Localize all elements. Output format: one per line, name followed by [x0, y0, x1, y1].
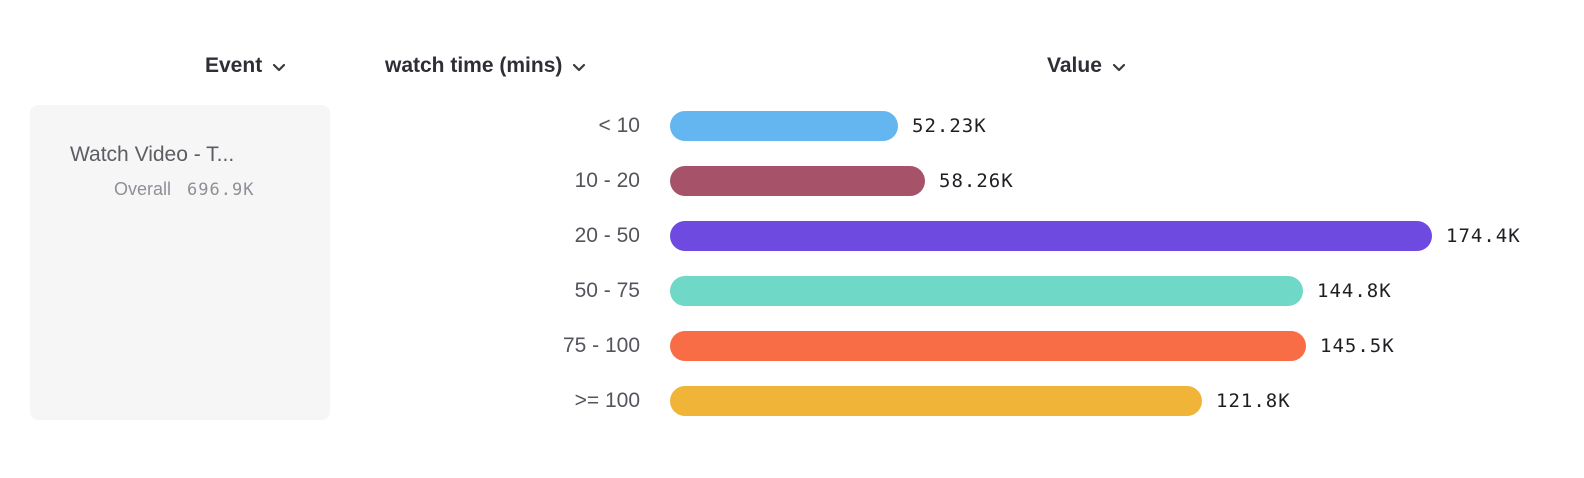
- event-overall-row: Overall 696.9K: [114, 179, 310, 200]
- chart-row: 10 - 20 58.26K: [380, 153, 1560, 208]
- value-label: 174.4K: [1446, 224, 1521, 247]
- column-header-event-label: Event: [205, 54, 263, 77]
- chart-row: 50 - 75 144.8K: [380, 263, 1560, 318]
- category-label: >= 100: [574, 388, 640, 412]
- column-header-value-label: Value: [1047, 54, 1102, 77]
- chart-row: < 10 52.23K: [380, 98, 1560, 153]
- category-label: 20 - 50: [574, 223, 640, 247]
- value-label: 58.26K: [939, 169, 1014, 192]
- chevron-down-icon: [572, 63, 586, 72]
- value-label: 144.8K: [1317, 279, 1392, 302]
- category-label: 50 - 75: [574, 278, 640, 302]
- column-header-event[interactable]: Event: [205, 54, 286, 78]
- bar[interactable]: [670, 165, 925, 196]
- bar[interactable]: [670, 385, 1202, 416]
- category-label: 75 - 100: [562, 333, 640, 357]
- category-label: 10 - 20: [574, 168, 640, 192]
- value-label: 145.5K: [1320, 334, 1395, 357]
- category-label: < 10: [598, 113, 640, 137]
- chart-row: 20 - 50 174.4K: [380, 208, 1560, 263]
- event-title: Watch Video - T...: [70, 143, 235, 166]
- chart-row: >= 100 121.8K: [380, 373, 1560, 428]
- bar[interactable]: [670, 330, 1306, 361]
- chart-row: 75 - 100 145.5K: [380, 318, 1560, 373]
- overall-label: Overall: [114, 179, 172, 199]
- bar-chart: < 10 52.23K 10 - 20 58.26K 20 - 50 174.4K 50 -…: [380, 98, 1560, 428]
- bar[interactable]: [670, 275, 1303, 306]
- chevron-down-icon: [1112, 63, 1126, 72]
- column-header-value[interactable]: Value: [1047, 54, 1126, 78]
- chevron-down-icon: [272, 63, 286, 72]
- event-card[interactable]: Watch Video - T... Overall 696.9K: [30, 105, 330, 420]
- value-label: 52.23K: [912, 114, 987, 137]
- column-header-watch-time-label: watch time (mins): [385, 54, 563, 77]
- bar[interactable]: [670, 220, 1432, 251]
- value-label: 121.8K: [1216, 389, 1291, 412]
- overall-value: 696.9K: [187, 180, 255, 200]
- bar[interactable]: [670, 110, 898, 141]
- column-header-watch-time[interactable]: watch time (mins): [385, 54, 586, 78]
